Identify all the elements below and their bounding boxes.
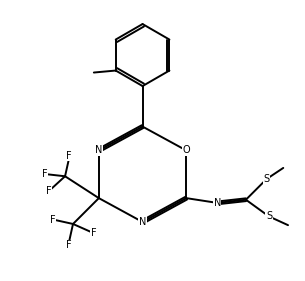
Text: F: F [49,215,55,225]
Text: F: F [41,169,47,179]
Text: S: S [264,174,270,184]
Text: F: F [66,240,72,250]
Text: N: N [214,198,221,208]
Text: S: S [266,211,272,221]
Text: N: N [139,217,146,227]
Text: F: F [91,228,96,238]
Text: F: F [66,151,72,161]
Text: O: O [182,146,190,155]
Text: F: F [45,186,51,196]
Text: N: N [95,146,102,155]
